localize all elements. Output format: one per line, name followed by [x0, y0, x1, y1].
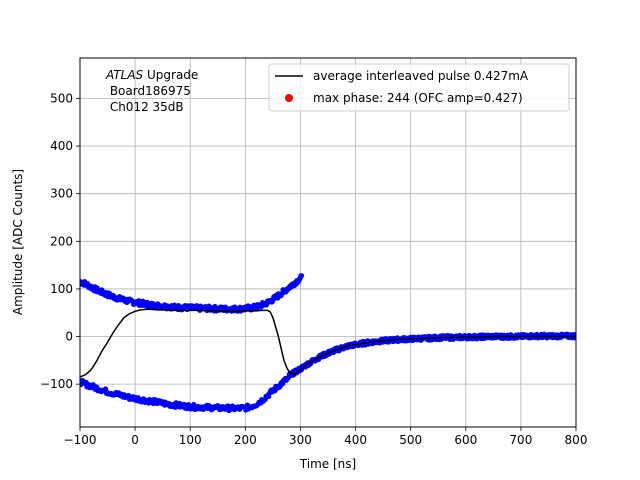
- annotation-upgrade: Upgrade: [143, 68, 198, 82]
- annotation-atlas: ATLAS: [105, 68, 144, 82]
- y-axis-label: Amplitude [ADC Counts]: [11, 169, 25, 315]
- x-axis-label: Time [ns]: [299, 457, 356, 471]
- average-pulse-line: [80, 308, 576, 378]
- legend: average interleaved pulse 0.427mA max ph…: [268, 63, 570, 112]
- x-tick-label: 0: [131, 433, 139, 447]
- y-tick-label: 200: [50, 234, 73, 248]
- y-tick-label: 400: [50, 139, 73, 153]
- annotation-line-2: Board186975: [106, 84, 191, 98]
- x-tick-label: 400: [344, 433, 367, 447]
- y-tick-label: 500: [50, 91, 73, 105]
- legend-marker-swatch: [285, 94, 293, 102]
- annotation-line-3: Ch012 35dB: [106, 100, 184, 114]
- legend-label-average-pulse: average interleaved pulse 0.427mA: [313, 69, 529, 83]
- legend-label-max-phase: max phase: 244 (OFC amp=0.427): [313, 91, 523, 105]
- y-tick-label: −100: [40, 377, 73, 391]
- x-tick-label: 500: [399, 433, 422, 447]
- y-tick-label: 300: [50, 187, 73, 201]
- x-tick-label: 700: [509, 433, 532, 447]
- x-tick-label: −100: [64, 433, 97, 447]
- series-layer: [80, 273, 576, 414]
- plot-frame: [79, 57, 577, 428]
- y-tick-label: 100: [50, 282, 73, 296]
- legend-box: [268, 63, 570, 112]
- annotation-block: ATLAS Upgrade Board186975 Ch012 35dB: [105, 68, 198, 114]
- x-tick-label: 800: [565, 433, 588, 447]
- y-tick-label: 0: [65, 330, 73, 344]
- annotation-line-1: ATLAS Upgrade: [105, 68, 198, 82]
- y-axis-ticks: −100 0 100 200 300 400 500: [40, 91, 80, 391]
- x-tick-label: 600: [454, 433, 477, 447]
- x-tick-label: 300: [289, 433, 312, 447]
- x-tick-label: 200: [234, 433, 257, 447]
- x-tick-label: 100: [179, 433, 202, 447]
- blue-data-point: [298, 273, 305, 279]
- x-axis-ticks: −100 0 100 200 300 400 500 600 700 800: [64, 427, 588, 447]
